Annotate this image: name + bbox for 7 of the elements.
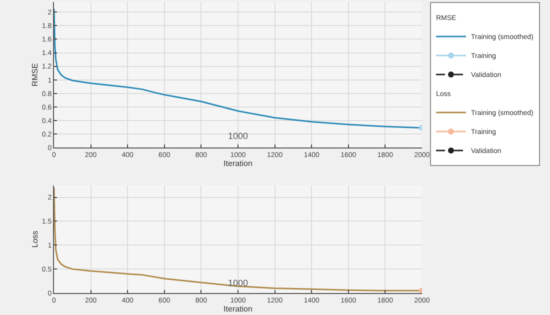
y-axis-title: RMSE <box>30 63 40 86</box>
annotation: 1000 <box>228 278 248 288</box>
y-axis-title: Loss <box>30 230 40 248</box>
annotation: 1000 <box>228 131 248 141</box>
x-axis-title: Iteration <box>224 304 252 314</box>
x-axis-title: Iteration <box>224 159 252 168</box>
line-series <box>54 186 422 292</box>
